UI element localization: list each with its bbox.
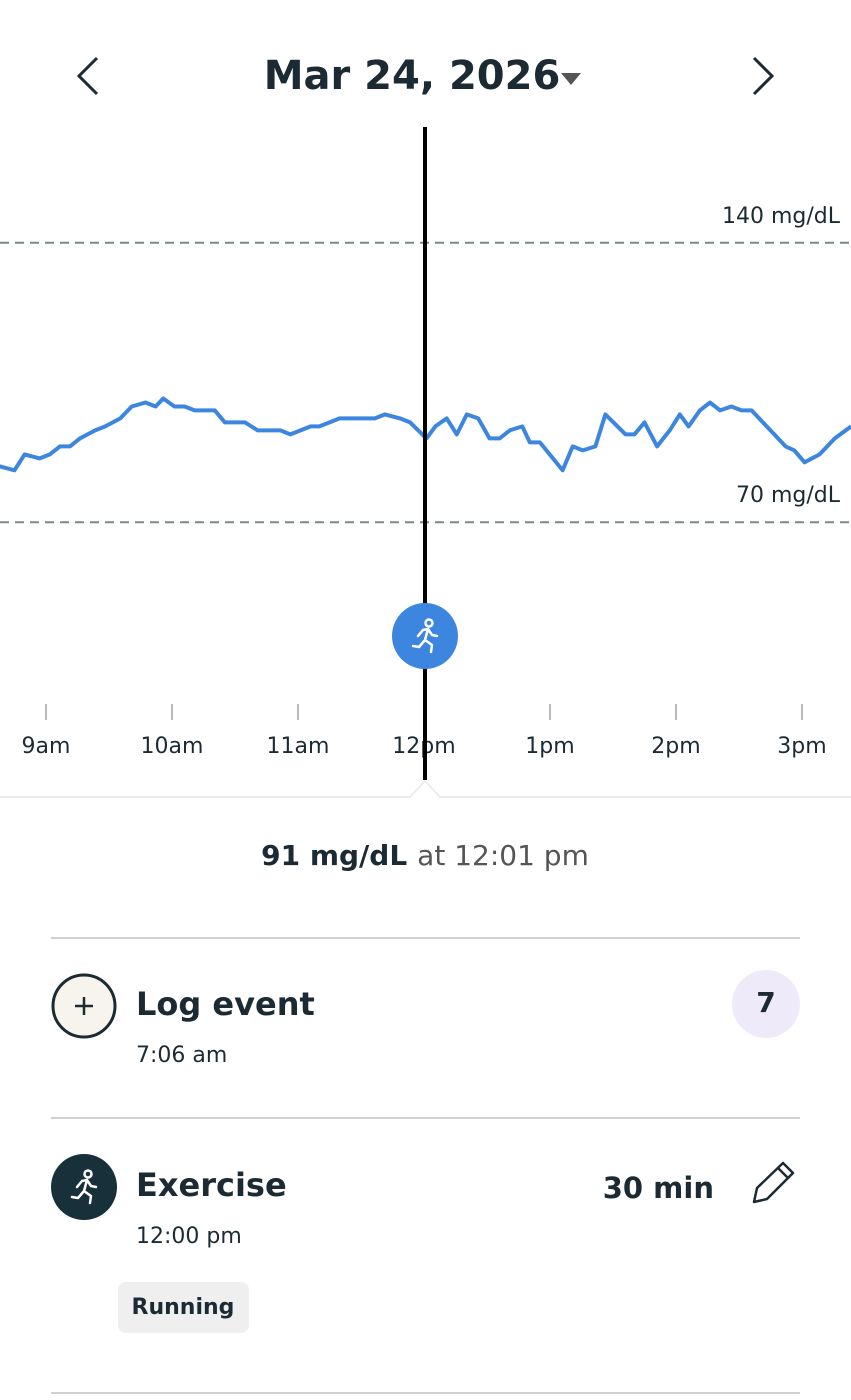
count-badge — [732, 970, 800, 1038]
next-day[interactable] — [752, 56, 775, 96]
tag-label: Running — [132, 1295, 235, 1320]
log-event-row[interactable]: Log event 7:06 am 7 — [51, 970, 800, 1068]
event-time: 12:00 pm — [136, 1224, 242, 1249]
x-tick-label: 9am — [22, 734, 71, 759]
x-tick-label: 3pm — [777, 734, 826, 759]
x-tick-label: 1pm — [525, 734, 574, 759]
exercise-marker[interactable] — [392, 603, 458, 669]
reading-value: 91 mg/dL — [261, 839, 407, 872]
tag-chip — [118, 1282, 249, 1333]
event-time: 7:06 am — [136, 1043, 227, 1068]
glucose-line — [0, 396, 851, 473]
date-dropdown[interactable] — [561, 73, 581, 85]
runner-icon — [411, 618, 439, 654]
event-duration: 30 min — [603, 1171, 714, 1205]
exercise-row[interactable]: Exercise 12:00 pm 30 min Running — [51, 1154, 795, 1333]
event-title: Log event — [136, 985, 315, 1023]
x-tick-label: 2pm — [651, 734, 700, 759]
edit-button[interactable] — [752, 1161, 795, 1204]
prev-day[interactable] — [76, 56, 99, 96]
count-badge-text: 7 — [756, 986, 775, 1019]
y-tick-label: 140 mg/dL — [722, 204, 841, 229]
runner-icon — [70, 1169, 98, 1205]
reading-time: at 12:01 pm — [417, 839, 589, 872]
date-title[interactable]: Mar 24, 2026 — [264, 53, 561, 99]
y-tick-label: 70 mg/dL — [736, 483, 841, 508]
plus-icon — [75, 997, 93, 1015]
x-tick-label: 11am — [267, 734, 330, 759]
x-tick-label: 10am — [141, 734, 204, 759]
reading-summary: 91 mg/dL at 12:01 pm — [261, 839, 589, 872]
panel-edge — [0, 779, 851, 798]
event-title: Exercise — [136, 1166, 287, 1204]
